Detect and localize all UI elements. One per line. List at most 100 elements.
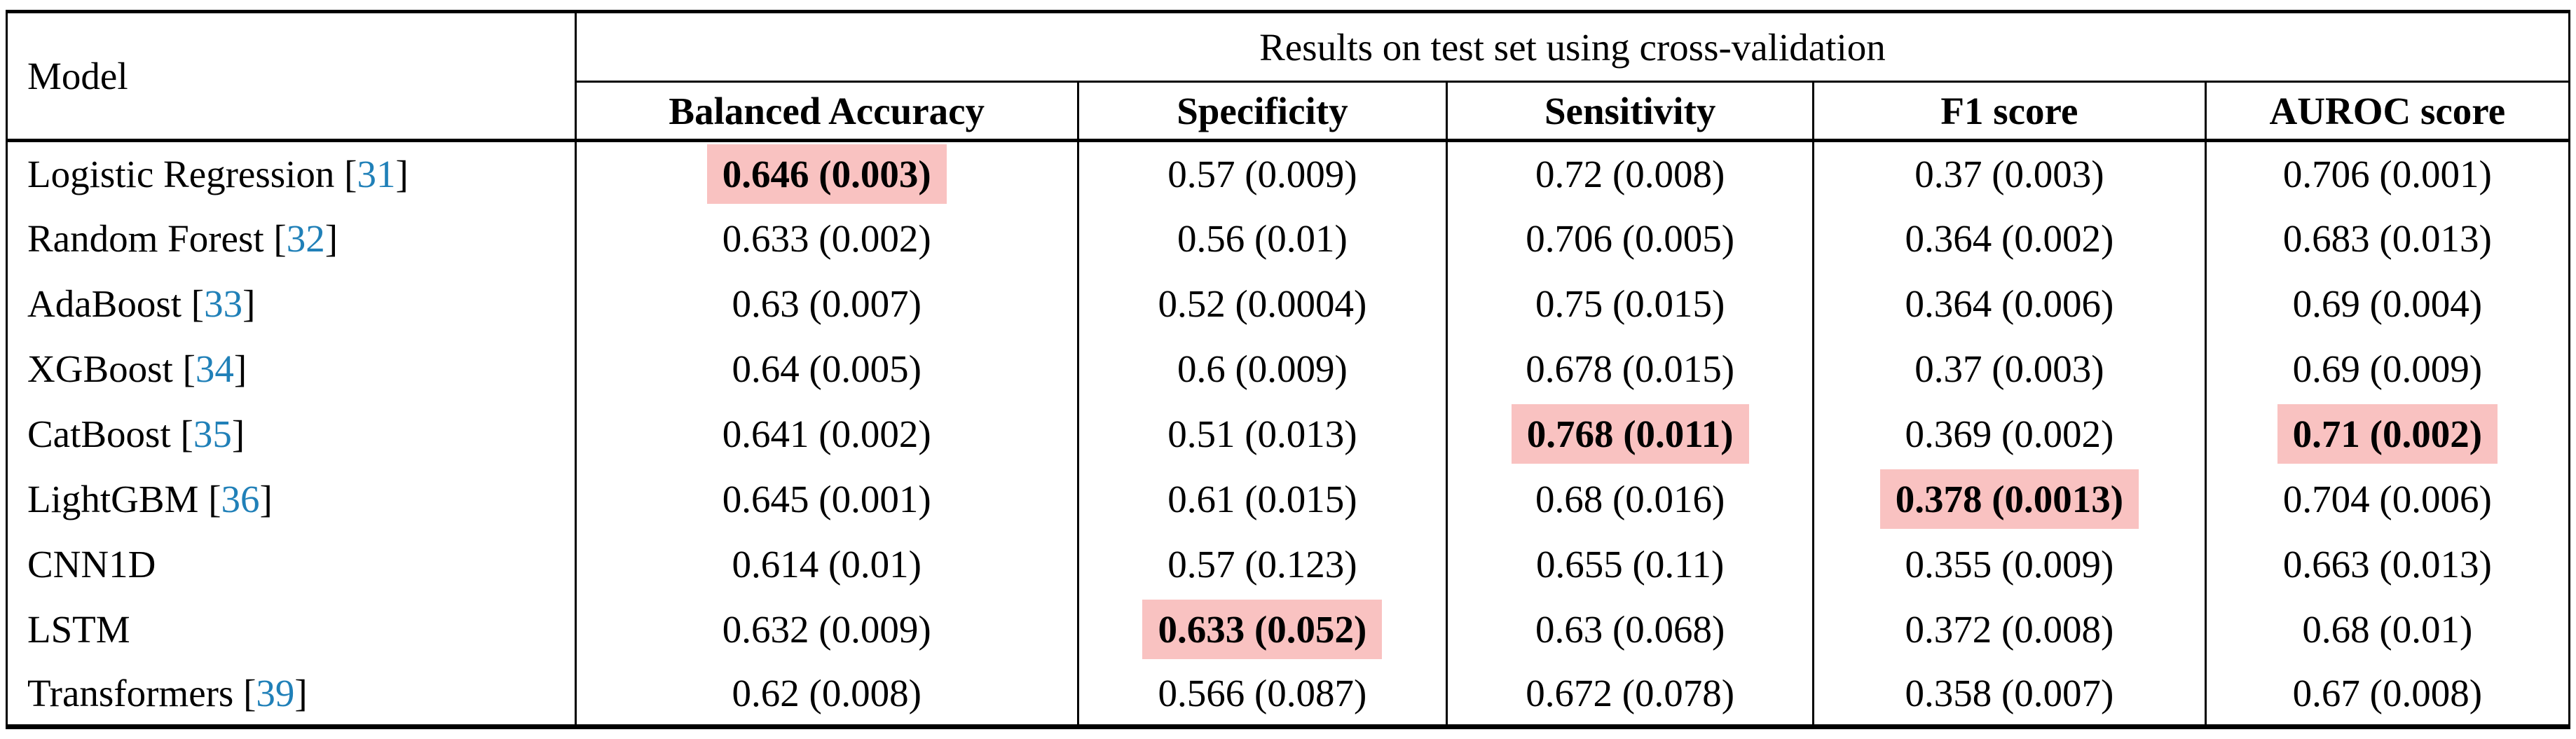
citation-number: 32 xyxy=(286,216,325,260)
metric-value: 0.566 (0.087) xyxy=(1158,671,1367,714)
metric-value-cell: 0.566 (0.087) xyxy=(1076,661,1447,727)
metric-value: 0.663 (0.013) xyxy=(2282,542,2492,586)
citation-number: 34 xyxy=(195,347,234,390)
metric-value-cell: 0.62 (0.008) xyxy=(574,661,1078,727)
citation-bracket-open: [ xyxy=(263,216,287,260)
citation-bracket-close: ] xyxy=(395,152,409,195)
citation-bracket-close: ] xyxy=(233,347,247,390)
metric-value-cell: 0.355 (0.009) xyxy=(1812,531,2206,597)
citation-number: 33 xyxy=(204,282,243,325)
citation-bracket-open: [ xyxy=(334,152,357,195)
metric-value-cell: 0.37 (0.003) xyxy=(1812,140,2206,206)
metric-value: 0.6 (0.009) xyxy=(1177,347,1348,390)
table-row: Transformers [39] 0.62 (0.008) 0.566 (0.08… xyxy=(7,661,2570,727)
metric-value-cell: 0.57 (0.009) xyxy=(1076,140,1447,206)
metric-value-cell: 0.646 (0.003) xyxy=(574,140,1078,206)
metric-value: 0.72 (0.008) xyxy=(1535,152,1725,195)
metric-value-cell: 0.672 (0.078) xyxy=(1446,661,1814,727)
metric-value: 0.672 (0.078) xyxy=(1526,671,1735,714)
citation-bracket-open: [ xyxy=(198,477,221,520)
metric-value-cell: 0.71 (0.002) xyxy=(2204,401,2570,467)
table-row: XGBoost [34] 0.64 (0.005) 0.6 (0.009) 0.678… xyxy=(7,336,2570,401)
citation-link[interactable]: [33] xyxy=(181,282,256,325)
citation-link[interactable]: [39] xyxy=(233,671,308,714)
model-name-cell: XGBoost [34] xyxy=(7,336,576,401)
metric-value: 0.69 (0.004) xyxy=(2292,282,2483,325)
highlighted-best-value: 0.768 (0.011) xyxy=(1511,403,1749,464)
model-name-cell: CNN1D xyxy=(7,532,576,597)
model-label: Random Forest xyxy=(27,216,264,260)
metric-value-cell: 0.57 (0.123) xyxy=(1076,531,1447,597)
metric-value: 0.37 (0.003) xyxy=(1914,152,2104,195)
metric-value: 0.68 (0.01) xyxy=(2302,607,2473,651)
metric-value: 0.355 (0.009) xyxy=(1905,542,2114,586)
metric-value-cell: 0.704 (0.006) xyxy=(2204,466,2570,532)
metric-value: 0.67 (0.008) xyxy=(2292,671,2483,714)
model-label: AdaBoost xyxy=(27,282,181,325)
model-name-cell: Random Forest [32] xyxy=(7,206,576,271)
column-header-specificity: Specificity xyxy=(1076,81,1447,142)
model-label: CatBoost xyxy=(27,412,171,455)
metric-value-cell: 0.369 (0.002) xyxy=(1812,401,2206,467)
model-name-cell: AdaBoost [33] xyxy=(7,271,576,336)
metric-value-cell: 0.61 (0.015) xyxy=(1076,466,1447,532)
citation-bracket-open: [ xyxy=(181,282,205,325)
metric-value: 0.683 (0.013) xyxy=(2282,216,2492,260)
metric-value-cell: 0.678 (0.015) xyxy=(1446,336,1814,401)
group-header: Results on test set using cross-validati… xyxy=(575,11,2570,83)
metric-value-cell: 0.63 (0.007) xyxy=(574,270,1078,336)
metric-value-cell: 0.63 (0.068) xyxy=(1446,596,1814,662)
model-label: LightGBM xyxy=(27,477,199,520)
table-row: LSTM 0.632 (0.009) 0.633 (0.052) 0.63 (0.06… xyxy=(7,596,2570,662)
citation-link[interactable]: [35] xyxy=(171,413,245,455)
metric-value-cell: 0.51 (0.013) xyxy=(1076,401,1447,467)
metric-value: 0.62 (0.008) xyxy=(732,671,922,714)
metric-value-cell: 0.614 (0.01) xyxy=(574,531,1078,597)
column-header-f1-score: F1 score xyxy=(1812,81,2206,142)
citation-number: 39 xyxy=(256,671,295,714)
metric-value-cell: 0.75 (0.015) xyxy=(1446,270,1814,336)
metric-value: 0.372 (0.008) xyxy=(1905,607,2114,651)
citation-number: 36 xyxy=(221,477,260,520)
metric-value-cell: 0.6 (0.009) xyxy=(1076,336,1447,401)
citation-link[interactable]: [36] xyxy=(198,477,273,520)
metric-value-cell: 0.56 (0.01) xyxy=(1076,205,1447,271)
citation-link[interactable]: [34] xyxy=(173,347,247,390)
metric-value: 0.369 (0.002) xyxy=(1905,412,2114,455)
table-row: Logistic Regression [31] 0.646 (0.003) 0.5… xyxy=(7,140,2570,206)
metric-value-cell: 0.364 (0.002) xyxy=(1812,205,2206,271)
citation-link[interactable]: [32] xyxy=(264,217,338,260)
metric-value: 0.61 (0.015) xyxy=(1167,477,1357,520)
metric-value-cell: 0.768 (0.011) xyxy=(1446,401,1814,467)
metric-value-cell: 0.372 (0.008) xyxy=(1812,596,2206,662)
highlighted-best-value: 0.71 (0.002) xyxy=(2277,403,2498,464)
metric-header-row: Balanced Accuracy Specificity Sensitivity F… xyxy=(7,81,2570,142)
metric-value: 0.56 (0.01) xyxy=(1177,216,1348,260)
metric-value-cell: 0.52 (0.0004) xyxy=(1076,270,1447,336)
citation-bracket-close: ] xyxy=(242,282,256,325)
metric-value-cell: 0.706 (0.005) xyxy=(1446,205,1814,271)
metric-value-cell: 0.37 (0.003) xyxy=(1812,336,2206,401)
metric-value: 0.63 (0.007) xyxy=(732,282,922,325)
metric-value: 0.37 (0.003) xyxy=(1914,347,2104,390)
metric-value-cell: 0.68 (0.016) xyxy=(1446,466,1814,532)
column-header-sensitivity: Sensitivity xyxy=(1446,81,1814,142)
metric-value-cell: 0.364 (0.006) xyxy=(1812,270,2206,336)
metric-value-cell: 0.64 (0.005) xyxy=(574,336,1078,401)
citation-link[interactable]: [31] xyxy=(334,152,409,195)
model-name-cell: LightGBM [36] xyxy=(7,467,576,532)
metric-value: 0.614 (0.01) xyxy=(732,542,922,586)
metric-value-cell: 0.663 (0.013) xyxy=(2204,531,2570,597)
metric-value-cell: 0.706 (0.001) xyxy=(2204,140,2570,206)
table-row: LightGBM [36] 0.645 (0.001) 0.61 (0.015) 0.… xyxy=(7,466,2570,532)
citation-bracket-close: ] xyxy=(231,412,245,455)
metric-value-cell: 0.683 (0.013) xyxy=(2204,205,2570,271)
metric-value-cell: 0.72 (0.008) xyxy=(1446,140,1814,206)
metric-value-cell: 0.641 (0.002) xyxy=(574,401,1078,467)
metric-value: 0.52 (0.0004) xyxy=(1158,282,1367,325)
metric-value-cell: 0.358 (0.007) xyxy=(1812,661,2206,727)
metric-value: 0.633 (0.002) xyxy=(722,216,931,260)
citation-bracket-open: [ xyxy=(172,347,196,390)
column-header-auroc-score: AUROC score xyxy=(2204,81,2570,142)
metric-value: 0.645 (0.001) xyxy=(722,477,931,520)
